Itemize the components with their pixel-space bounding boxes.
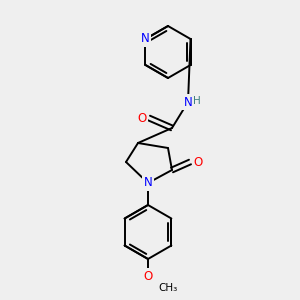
Text: O: O [143, 269, 153, 283]
Text: N: N [141, 32, 150, 46]
Text: N: N [184, 95, 192, 109]
Text: O: O [137, 112, 147, 124]
Text: N: N [144, 176, 152, 190]
Text: CH₃: CH₃ [158, 283, 177, 293]
Text: O: O [194, 155, 202, 169]
Text: H: H [193, 96, 201, 106]
